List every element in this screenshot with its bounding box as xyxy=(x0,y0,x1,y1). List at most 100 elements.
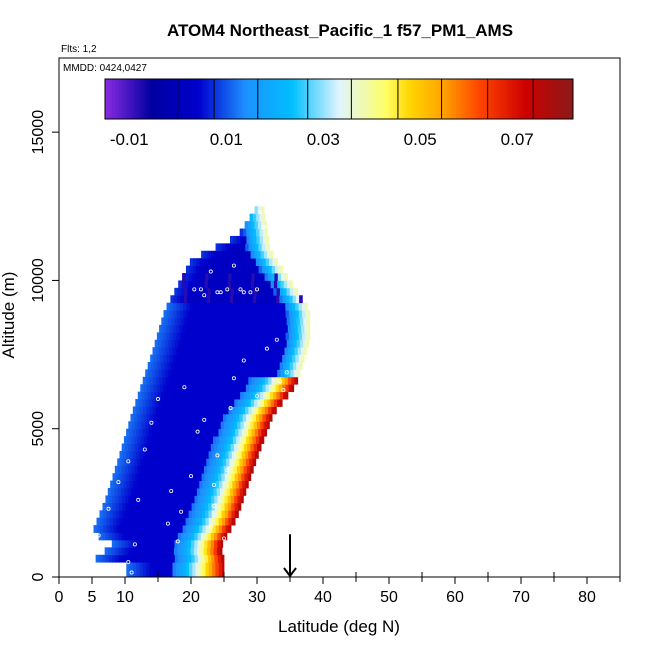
colorbar-swatch xyxy=(245,79,249,119)
heatmap-cell xyxy=(208,562,213,570)
heatmap-cell xyxy=(239,354,243,363)
heatmap-cell xyxy=(180,488,185,496)
heatmap-cell xyxy=(247,443,251,452)
heatmap-cell xyxy=(232,413,237,422)
heatmap-cell xyxy=(238,376,243,385)
heatmap-cell xyxy=(204,280,209,289)
heatmap-cell xyxy=(186,480,190,489)
heatmap-cell xyxy=(138,421,142,430)
heatmap-cell xyxy=(202,324,206,333)
heatmap-cell xyxy=(181,502,186,511)
heatmap-cell xyxy=(169,376,173,385)
heatmap-cell xyxy=(101,532,106,541)
colorbar-swatch xyxy=(250,79,253,119)
heatmap-cell xyxy=(225,302,230,311)
heatmap-cell xyxy=(213,295,218,304)
heatmap-cell xyxy=(115,495,120,504)
heatmap-cell xyxy=(210,421,215,430)
heatmap-cell xyxy=(147,413,151,422)
heatmap-cell xyxy=(253,339,258,348)
heatmap-cell xyxy=(222,436,227,444)
heatmap-cell xyxy=(263,250,268,259)
heatmap-cell xyxy=(228,428,233,437)
heatmap-cell xyxy=(168,473,173,482)
heatmap-cell xyxy=(230,465,235,474)
heatmap-cell xyxy=(282,361,287,370)
heatmap-cell xyxy=(151,465,155,474)
heatmap-cell xyxy=(267,273,272,281)
heatmap-cell xyxy=(222,458,227,467)
sample-point xyxy=(169,488,174,493)
heatmap-cell xyxy=(225,376,229,385)
heatmap-cell xyxy=(202,428,206,437)
heatmap-cell xyxy=(244,369,248,378)
heatmap-cell xyxy=(205,480,210,489)
sample-point xyxy=(248,290,253,295)
heatmap-cell xyxy=(175,473,179,482)
heatmap-cell xyxy=(207,554,212,563)
heatmap-cell xyxy=(225,265,230,274)
heatmap-cell xyxy=(112,554,116,563)
heatmap-cell xyxy=(117,458,121,467)
sample-point xyxy=(129,570,134,575)
heatmap-cell xyxy=(128,554,133,563)
heatmap-cell xyxy=(245,480,249,489)
heatmap-cell xyxy=(257,399,262,407)
heatmap-cell xyxy=(286,317,291,326)
heatmap-cell xyxy=(241,428,246,437)
heatmap-cell xyxy=(242,436,247,444)
heatmap-cell xyxy=(141,539,146,548)
heatmap-cell xyxy=(156,458,161,467)
heatmap-cell xyxy=(198,399,202,407)
heatmap-cell xyxy=(196,302,200,311)
heatmap-cell xyxy=(220,361,224,370)
heatmap-cell xyxy=(241,473,245,482)
heatmap-cell xyxy=(282,354,286,363)
heatmap-cell xyxy=(259,310,263,318)
heatmap-cell xyxy=(249,213,254,222)
heatmap-cell xyxy=(235,265,240,274)
colorbar-swatch xyxy=(137,79,141,119)
heatmap-cell xyxy=(283,339,288,348)
heatmap-cell xyxy=(288,302,293,311)
x-tick-label: 30 xyxy=(248,589,266,606)
heatmap-cell xyxy=(146,458,151,467)
heatmap-cell xyxy=(258,302,263,311)
heatmap-cell xyxy=(270,369,275,378)
colorbar-swatch xyxy=(364,79,368,119)
heatmap-cell xyxy=(268,384,273,393)
heatmap-cell xyxy=(217,554,222,563)
sample-point xyxy=(96,533,101,538)
heatmap-cell xyxy=(172,525,177,533)
heatmap-cell xyxy=(193,458,197,467)
heatmap-cell xyxy=(254,221,259,229)
heatmap-cell xyxy=(257,280,262,289)
heatmap-cell xyxy=(191,369,196,378)
heatmap-cell xyxy=(292,310,296,318)
sample-point xyxy=(218,290,223,295)
heatmap-cell xyxy=(166,310,171,318)
heatmap-cell xyxy=(105,495,110,504)
heatmap-cell xyxy=(224,250,228,259)
heatmap-cell xyxy=(247,280,252,289)
heatmap-cell xyxy=(217,443,222,452)
heatmap-cell xyxy=(196,354,201,363)
heatmap-cell xyxy=(189,562,193,570)
heatmap-cell xyxy=(280,280,285,289)
heatmap-cell xyxy=(123,525,127,533)
heatmap-cell xyxy=(272,302,276,311)
heatmap-cell xyxy=(217,495,222,504)
heatmap-cell xyxy=(185,502,189,511)
heatmap-cell xyxy=(212,458,217,467)
heatmap-cell xyxy=(233,295,237,304)
heatmap-cell xyxy=(254,450,259,459)
colorbar-swatch xyxy=(116,79,120,119)
heatmap-cell xyxy=(154,339,159,348)
heatmap-cell xyxy=(252,228,257,237)
heatmap-cell xyxy=(213,465,218,474)
heatmap-cell xyxy=(183,547,188,556)
heatmap-cell xyxy=(193,354,197,363)
heatmap-cell xyxy=(172,347,176,355)
heatmap-cell xyxy=(156,525,160,533)
heatmap-cell xyxy=(240,361,244,370)
